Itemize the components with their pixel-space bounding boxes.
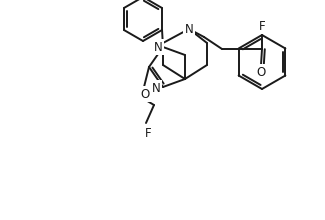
- Text: F: F: [145, 126, 151, 139]
- Text: N: N: [152, 81, 160, 95]
- Text: O: O: [256, 66, 266, 79]
- Text: N: N: [154, 40, 162, 53]
- Text: F: F: [259, 20, 265, 33]
- Text: N: N: [185, 22, 193, 35]
- Text: O: O: [140, 88, 150, 101]
